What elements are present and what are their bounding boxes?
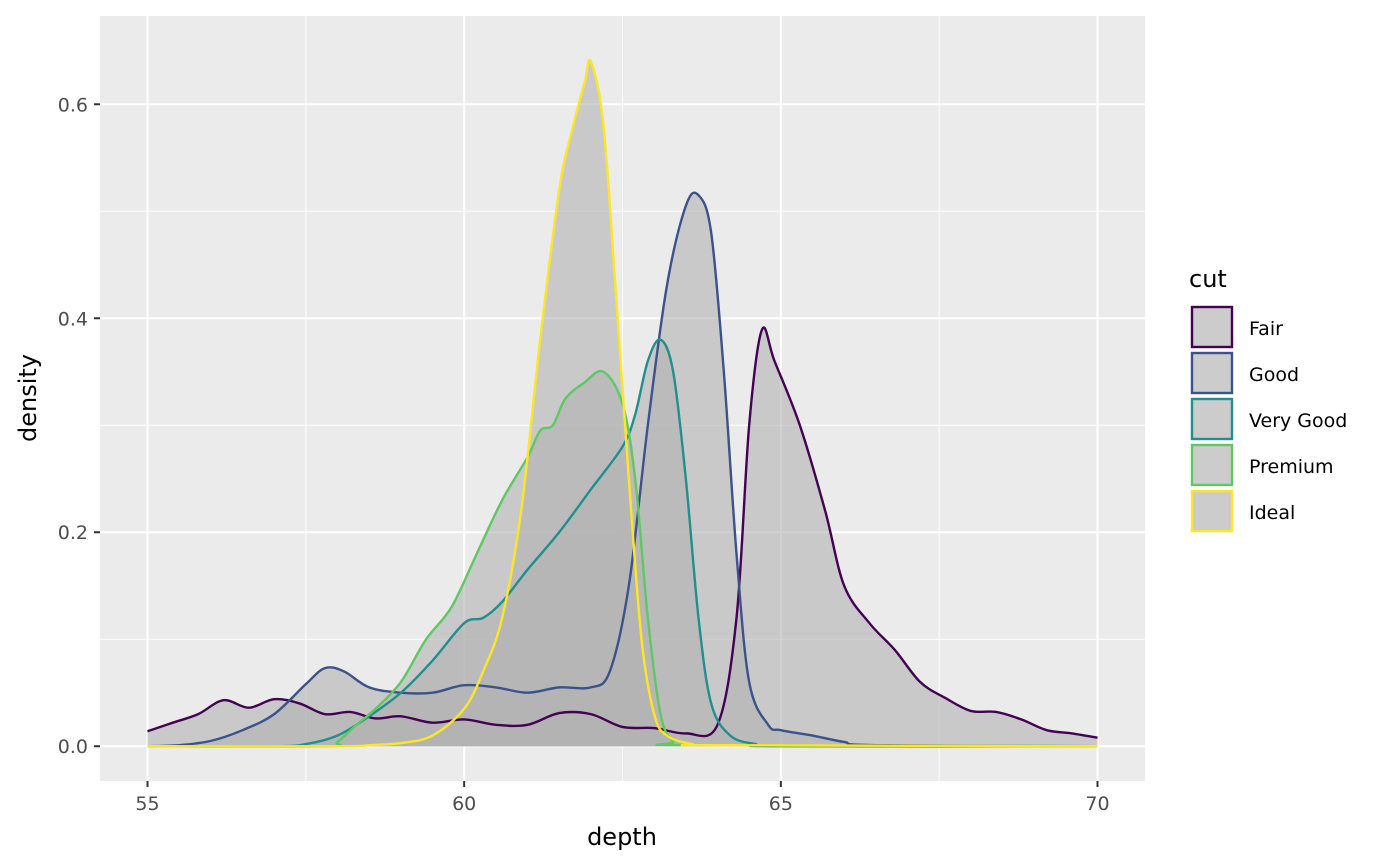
legend-item-ideal: Ideal	[1190, 489, 1295, 533]
legend-item-good: Good	[1190, 351, 1299, 395]
y-tick-label: 0.2	[58, 522, 88, 544]
legend-label: Premium	[1249, 456, 1334, 478]
legend-key	[1190, 305, 1234, 349]
legend-label: Fair	[1249, 318, 1283, 340]
y-tick-label: 0.6	[58, 94, 88, 116]
x-axis-title: depth	[587, 823, 657, 851]
legend-item-fair: Fair	[1190, 305, 1283, 349]
legend-item-very-good: Very Good	[1190, 397, 1347, 441]
y-tick-label: 0.4	[58, 308, 88, 330]
x-tick-label: 70	[1085, 793, 1109, 815]
legend-key	[1190, 351, 1234, 395]
legend: cut Fair Good Very Good Premium Ideal	[1189, 265, 1347, 533]
y-tick-label: 0.0	[58, 736, 88, 758]
x-tick-label: 60	[452, 793, 476, 815]
legend-item-premium: Premium	[1190, 443, 1334, 487]
density-area-fair	[147, 327, 1098, 747]
x-axis: 55 60 65 70	[135, 781, 1110, 815]
legend-label: Good	[1249, 364, 1299, 386]
legend-label: Very Good	[1249, 410, 1347, 432]
density-line-very-good	[147, 338, 1098, 748]
density-line-ideal	[147, 58, 1098, 748]
y-axis: 0.0 0.2 0.4 0.6	[58, 94, 100, 758]
x-tick-label: 55	[135, 793, 159, 815]
x-tick-label: 65	[769, 793, 793, 815]
legend-key	[1190, 397, 1234, 441]
density-line-fair	[147, 326, 1098, 739]
legend-key	[1190, 489, 1234, 533]
density-line-good	[147, 191, 1098, 748]
legend-key	[1190, 443, 1234, 487]
legend-title: cut	[1189, 265, 1227, 293]
legend-label: Ideal	[1249, 502, 1295, 524]
y-axis-title: density	[14, 354, 42, 442]
density-line-premium	[147, 369, 1098, 748]
density-lines	[147, 58, 1098, 748]
